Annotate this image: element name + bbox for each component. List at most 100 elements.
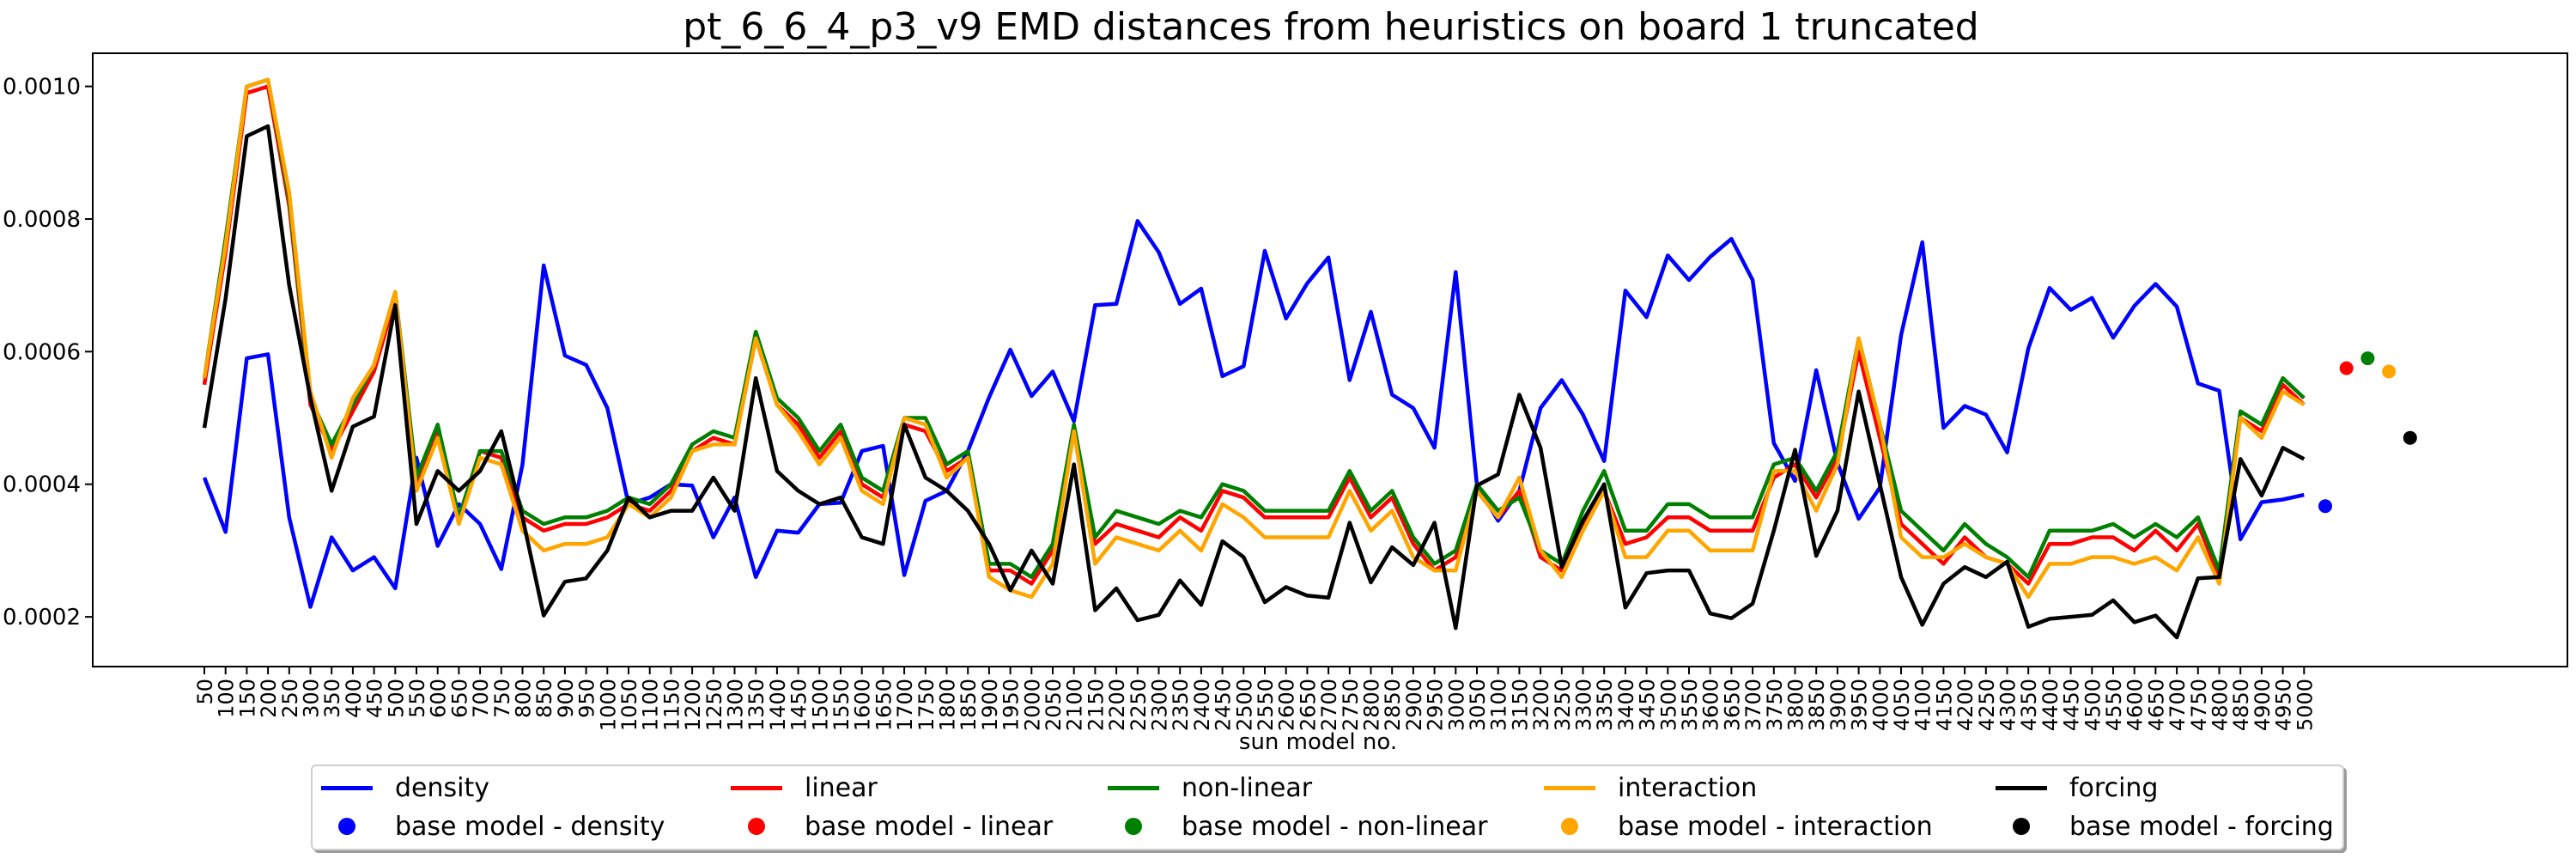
x-tick-label: 4550 — [2102, 679, 2126, 731]
y-tick-label: 0.0010 — [3, 75, 81, 101]
legend-label: non-linear — [1182, 772, 1313, 803]
x-tick-label: 2800 — [1360, 679, 1384, 731]
x-tick-label: 1150 — [659, 679, 683, 731]
x-tick-label: 2850 — [1381, 679, 1405, 731]
x-tick-label: 850 — [532, 679, 556, 718]
y-tick-label: 0.0006 — [3, 339, 81, 365]
x-tick-label: 1250 — [702, 679, 726, 731]
x-tick-label: 900 — [554, 679, 578, 718]
x-tick-label: 2000 — [1020, 679, 1044, 731]
base-model-point — [2360, 351, 2375, 366]
x-tick-label: 4300 — [1996, 679, 2020, 731]
legend-entry-base-linear: base model - linear — [731, 809, 1053, 844]
legend-line-icon — [1544, 785, 1595, 790]
x-tick-label: 2700 — [1317, 679, 1341, 731]
x-tick-label: 1650 — [872, 679, 896, 731]
x-tick-label: 3200 — [1529, 679, 1553, 731]
x-tick-label: 4350 — [2017, 679, 2041, 731]
x-tick-label: 1000 — [596, 679, 620, 731]
legend-entry-base-density: base model - density — [321, 809, 665, 844]
base-model-point — [2318, 499, 2332, 514]
x-tick-label: 150 — [235, 679, 259, 718]
legend-label: interaction — [1618, 772, 1758, 803]
x-tick-label: 2750 — [1339, 679, 1363, 731]
x-tick-label: 2400 — [1190, 679, 1214, 731]
x-tick-label: 1350 — [744, 679, 769, 731]
legend-dot-icon — [321, 818, 373, 835]
x-tick-label: 2300 — [1148, 679, 1172, 731]
x-tick-label: 3900 — [1826, 679, 1850, 731]
x-tick-label: 2900 — [1402, 679, 1426, 731]
x-tick-label: 1400 — [766, 679, 790, 731]
x-tick-label: 3300 — [1572, 679, 1596, 731]
legend-dot-icon — [731, 818, 782, 835]
x-tick-label: 1700 — [893, 679, 917, 731]
legend-label: density — [395, 772, 489, 803]
x-tick-label: 4750 — [2187, 679, 2211, 731]
x-tick-label: 2500 — [1232, 679, 1256, 731]
x-tick-label: 4650 — [2144, 679, 2168, 731]
x-tick-label: 1450 — [787, 679, 811, 731]
series-line-non-linear — [202, 77, 2306, 580]
x-tick-label: 4100 — [1911, 679, 1935, 731]
x-tick-label: 4500 — [2081, 679, 2105, 731]
x-tick-label: 100 — [215, 679, 239, 718]
x-tick-label: 2550 — [1254, 679, 1278, 731]
x-tick-label: 1950 — [999, 679, 1024, 731]
series-line-density — [202, 219, 2305, 609]
x-tick-label: 350 — [320, 679, 344, 718]
x-tick-label: 1850 — [957, 679, 981, 731]
x-tick-label: 3800 — [1784, 679, 1808, 731]
legend-label: base model - interaction — [1618, 811, 1933, 842]
x-tick-label: 300 — [300, 679, 324, 718]
x-tick-label: 3400 — [1614, 679, 1638, 731]
legend-dot-icon — [1108, 818, 1159, 835]
legend-entry-base-interaction: base model - interaction — [1544, 809, 1933, 844]
legend-label: base model - linear — [805, 811, 1054, 842]
x-tick-label: 3550 — [1678, 679, 1702, 731]
y-tick-label: 0.0002 — [3, 605, 81, 631]
x-tick-label: 2350 — [1169, 679, 1193, 731]
x-tick-label: 4800 — [2208, 679, 2233, 731]
legend: density linear non-linear interaction fo… — [311, 765, 2344, 850]
x-tick-label: 550 — [405, 679, 429, 718]
legend-entry-linear: linear — [731, 771, 878, 805]
base-model-point — [2382, 364, 2397, 379]
y-tick-label: 0.0004 — [3, 472, 81, 498]
legend-label: base model - non-linear — [1182, 811, 1488, 842]
x-tick-label: 4050 — [1890, 679, 1914, 731]
x-tick-label: 1500 — [808, 679, 832, 731]
y-tick-label: 0.0008 — [3, 207, 81, 233]
x-tick-label: 250 — [278, 679, 302, 718]
x-tick-label: 1050 — [617, 679, 641, 731]
legend-dot-icon — [1544, 818, 1595, 835]
legend-line-icon — [1108, 785, 1159, 790]
legend-label: base model - density — [395, 811, 665, 842]
x-tick-label: 4600 — [2123, 679, 2148, 731]
x-tick-label: 50 — [193, 679, 217, 705]
x-tick-label: 950 — [575, 679, 599, 718]
x-tick-label: 2650 — [1296, 679, 1320, 731]
x-tick-label: 1900 — [978, 679, 1002, 731]
x-tick-label: 3950 — [1848, 679, 1872, 731]
legend-label: linear — [805, 772, 878, 803]
series-line-interaction — [202, 77, 2306, 600]
x-tick-label: 5000 — [2293, 679, 2317, 731]
x-tick-label: 500 — [384, 679, 408, 718]
x-tick-label: 1550 — [829, 679, 854, 731]
x-tick-label: 2050 — [1042, 679, 1066, 731]
x-tick-label: 3850 — [1805, 679, 1829, 731]
x-tick-label: 3700 — [1741, 679, 1765, 731]
plot-frame — [92, 52, 2568, 667]
x-tick-label: 450 — [363, 679, 387, 718]
x-tick-label: 2950 — [1424, 679, 1448, 731]
x-tick-label: 2450 — [1212, 679, 1236, 731]
x-tick-label: 1800 — [936, 679, 960, 731]
legend-line-icon — [321, 785, 373, 790]
x-tick-label: 600 — [427, 679, 451, 718]
x-tick-label: 2250 — [1127, 679, 1151, 731]
x-tick-label: 3350 — [1593, 679, 1617, 731]
x-tick-label: 2100 — [1063, 679, 1087, 731]
x-tick-label: 700 — [469, 679, 493, 718]
